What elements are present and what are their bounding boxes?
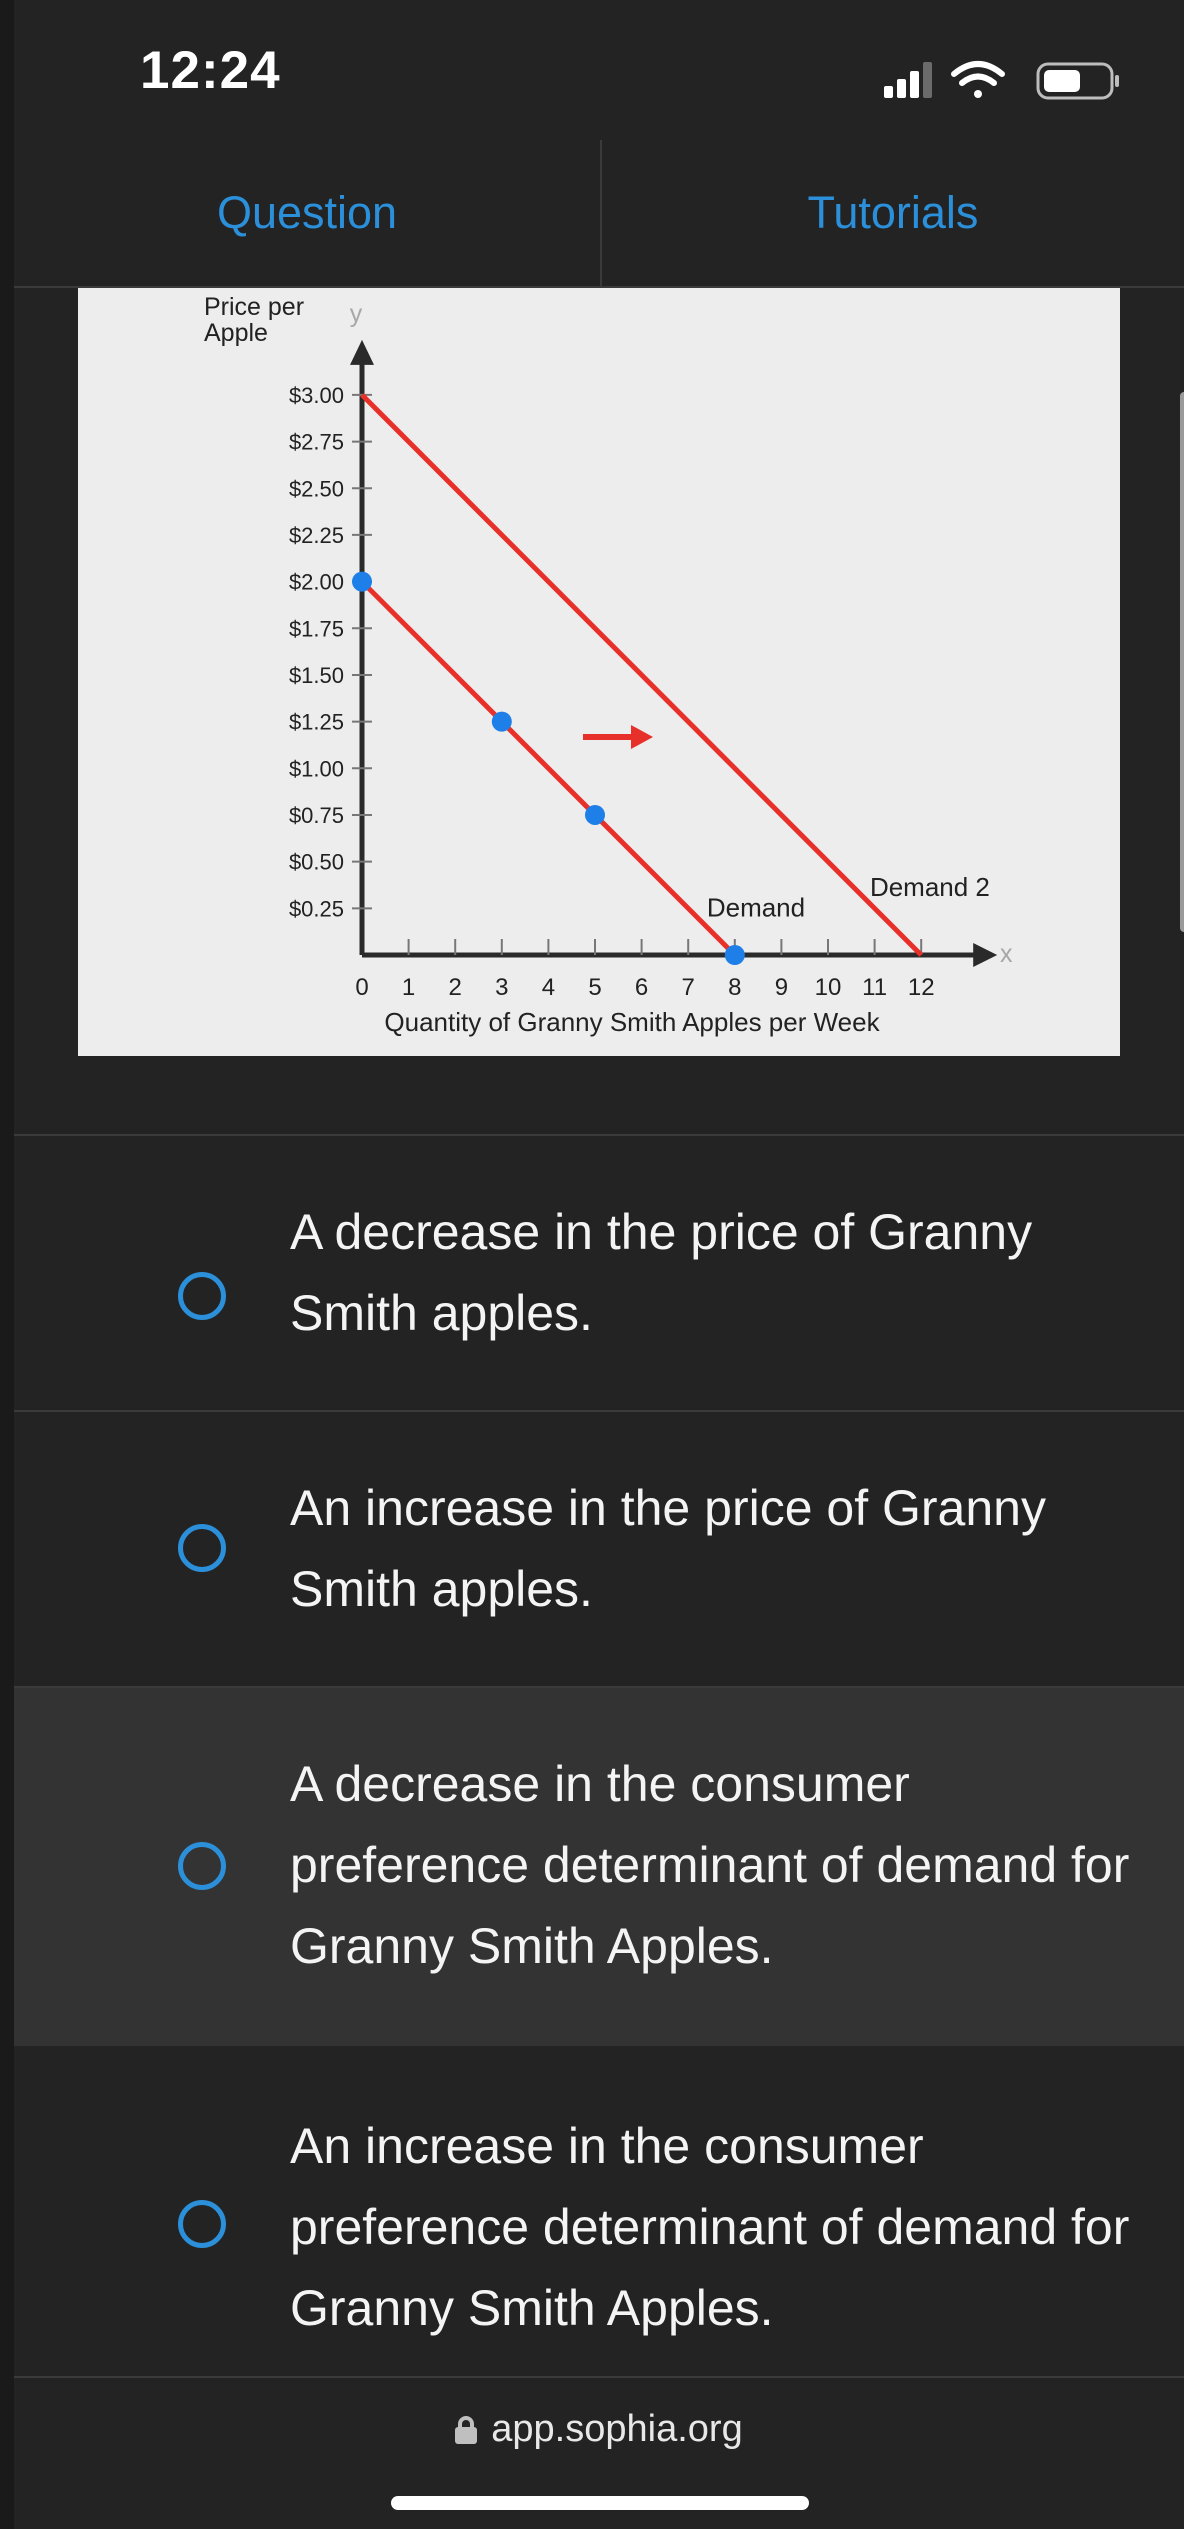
y-axis-title-line1: Price per <box>204 293 304 321</box>
y-tick-label: $1.75 <box>289 616 344 641</box>
demand-2-label: Demand 2 <box>870 872 990 902</box>
status-bar: 12:24 <box>14 0 1184 140</box>
y-tick-label: $0.25 <box>289 896 344 921</box>
radio-button[interactable] <box>178 1842 226 1890</box>
x-tick-labels: 0 1 2 3 4 5 6 7 8 9 10 11 12 <box>355 939 935 1001</box>
x-tick-label: 4 <box>542 974 555 1001</box>
answer-option-2[interactable]: An increase in the price of Granny Smith… <box>14 1412 1184 1686</box>
y-tick-label: $2.75 <box>289 430 344 455</box>
status-icons <box>884 61 1119 100</box>
url-text: app.sophia.org <box>491 2408 743 2450</box>
data-point <box>491 711 512 732</box>
shift-right-arrow <box>583 725 653 749</box>
y-axis-arrowhead <box>350 339 374 365</box>
url-bar[interactable]: app.sophia.org <box>14 2408 1184 2451</box>
x-tick-label: 12 <box>908 974 935 1001</box>
x-tick-label: 8 <box>728 974 741 1001</box>
answer-option-3[interactable]: A decrease in the consumer preference de… <box>14 1688 1184 2046</box>
radio-button[interactable] <box>178 1272 226 1320</box>
series-labels: Demand Demand 2 <box>707 872 990 923</box>
data-point <box>585 804 605 825</box>
battery-icon <box>1036 62 1119 100</box>
y-tick-label: $2.50 <box>289 476 344 501</box>
status-time: 12:24 <box>140 41 281 100</box>
wifi-icon <box>951 61 1005 98</box>
browser-footer: app.sophia.org <box>14 2378 1184 2529</box>
x-axis-title: Quantity of Granny Smith Apples per Week <box>384 1007 880 1037</box>
demand-line <box>360 393 923 957</box>
answer-option-text: An increase in the price of Granny Smith… <box>290 1480 1046 1617</box>
answer-option-4[interactable]: An increase in the consumer preference d… <box>14 2046 1184 2374</box>
scrollbar[interactable] <box>1180 392 1184 932</box>
x-tick-label: 3 <box>495 974 508 1001</box>
y-tick-label: $2.25 <box>289 523 344 548</box>
tab-question[interactable]: Question <box>14 140 602 286</box>
data-point <box>724 945 745 965</box>
x-tick-label: 0 <box>355 974 368 1001</box>
data-markers <box>352 571 745 965</box>
answer-option-text: An increase in the consumer preference d… <box>290 2118 1130 2336</box>
axes <box>350 339 998 967</box>
answer-option-text: A decrease in the consumer preference de… <box>290 1756 1130 1974</box>
y-tick-label: $0.50 <box>289 850 344 875</box>
x-tick-label: 10 <box>815 974 842 1001</box>
demand-line <box>360 579 737 957</box>
app-frame: 12:24 Question Tutorials <box>14 0 1184 2529</box>
y-tick-label: $3.00 <box>289 383 344 408</box>
y-tick-label: $1.00 <box>289 756 344 781</box>
x-tick-label: 11 <box>862 974 887 1001</box>
demand-chart-svg: Price per Apple y x Quantity of Granny S… <box>204 293 1013 1037</box>
radio-button[interactable] <box>178 1524 226 1572</box>
demand-label: Demand <box>707 892 805 922</box>
x-tick-label: 6 <box>635 974 648 1001</box>
y-tick-label: $0.75 <box>289 803 344 828</box>
divider <box>14 2376 1184 2378</box>
y-tick-label: $1.50 <box>289 663 344 688</box>
demand-chart: Price per Apple y x Quantity of Granny S… <box>78 288 1120 1056</box>
x-axis-arrowhead <box>973 943 998 967</box>
x-tick-label: 5 <box>588 974 601 1001</box>
x-tick-label: 7 <box>682 974 695 1001</box>
divider <box>14 1686 1184 1688</box>
y-tick-labels: $3.00 $2.75 $2.50 $2.25 $2.00 $1.75 $1.50 $1.25… <box>289 383 372 921</box>
data-point <box>352 571 372 592</box>
demand-lines <box>360 393 923 957</box>
lock-icon <box>455 2415 478 2444</box>
answer-option-text: A decrease in the price of Granny Smith … <box>290 1204 1033 1341</box>
x-axis-letter: x <box>1000 940 1013 968</box>
x-tick-label: 1 <box>402 974 415 1001</box>
y-axis-letter: y <box>350 300 363 328</box>
answer-option-1[interactable]: A decrease in the price of Granny Smith … <box>14 1136 1184 1410</box>
tab-bar: Question Tutorials <box>14 140 1184 288</box>
radio-button[interactable] <box>178 2200 226 2248</box>
y-tick-label: $1.25 <box>289 710 344 735</box>
y-tick-label: $2.00 <box>289 570 344 595</box>
x-tick-label: 9 <box>775 974 788 1001</box>
divider <box>14 1410 1184 1412</box>
divider <box>14 1134 1184 1136</box>
x-tick-label: 2 <box>449 974 462 1001</box>
y-axis-title-line2: Apple <box>204 319 268 347</box>
signal-icon <box>884 62 932 98</box>
tab-tutorials[interactable]: Tutorials <box>807 187 979 238</box>
home-indicator[interactable] <box>391 2496 809 2510</box>
